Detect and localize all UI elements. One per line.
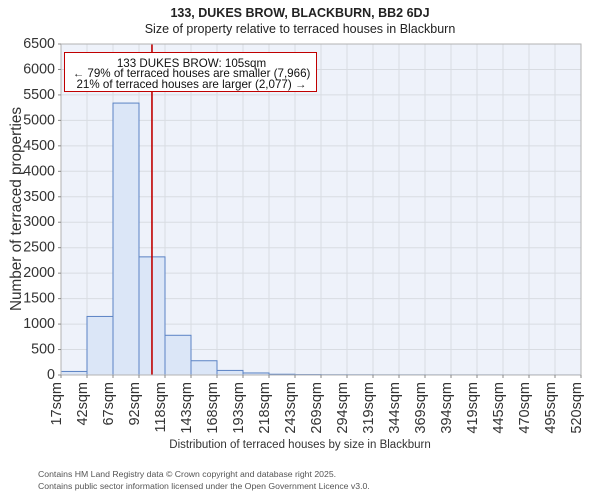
svg-text:193sqm: 193sqm bbox=[231, 382, 247, 434]
svg-text:42sqm: 42sqm bbox=[75, 382, 91, 426]
svg-text:168sqm: 168sqm bbox=[205, 382, 221, 434]
svg-text:92sqm: 92sqm bbox=[127, 382, 143, 426]
svg-text:344sqm: 344sqm bbox=[387, 382, 403, 434]
svg-text:1000: 1000 bbox=[23, 316, 55, 332]
svg-text:294sqm: 294sqm bbox=[335, 382, 351, 434]
svg-text:218sqm: 218sqm bbox=[257, 382, 273, 434]
svg-text:2500: 2500 bbox=[23, 240, 55, 256]
svg-text:4500: 4500 bbox=[23, 138, 55, 154]
svg-text:445sqm: 445sqm bbox=[491, 382, 507, 434]
svg-text:5500: 5500 bbox=[23, 87, 55, 103]
svg-text:17sqm: 17sqm bbox=[49, 382, 65, 426]
svg-text:3000: 3000 bbox=[23, 214, 55, 230]
svg-text:6000: 6000 bbox=[23, 61, 55, 77]
svg-text:4000: 4000 bbox=[23, 163, 55, 179]
svg-text:419sqm: 419sqm bbox=[465, 382, 481, 434]
svg-text:269sqm: 269sqm bbox=[309, 382, 325, 434]
svg-text:500: 500 bbox=[31, 342, 55, 358]
svg-text:495sqm: 495sqm bbox=[543, 382, 559, 434]
svg-text:319sqm: 319sqm bbox=[361, 382, 377, 434]
svg-text:3500: 3500 bbox=[23, 189, 55, 205]
svg-text:243sqm: 243sqm bbox=[283, 382, 299, 434]
svg-text:143sqm: 143sqm bbox=[179, 382, 195, 434]
svg-text:118sqm: 118sqm bbox=[153, 382, 169, 433]
svg-text:0: 0 bbox=[47, 367, 55, 383]
svg-text:2000: 2000 bbox=[23, 265, 55, 281]
svg-text:1500: 1500 bbox=[23, 291, 55, 307]
svg-text:67sqm: 67sqm bbox=[101, 382, 117, 426]
svg-text:6500: 6500 bbox=[23, 36, 55, 52]
svg-text:470sqm: 470sqm bbox=[517, 382, 533, 434]
svg-text:394sqm: 394sqm bbox=[439, 382, 455, 434]
svg-text:369sqm: 369sqm bbox=[413, 382, 429, 434]
svg-text:520sqm: 520sqm bbox=[569, 382, 585, 434]
svg-text:5000: 5000 bbox=[23, 112, 55, 128]
